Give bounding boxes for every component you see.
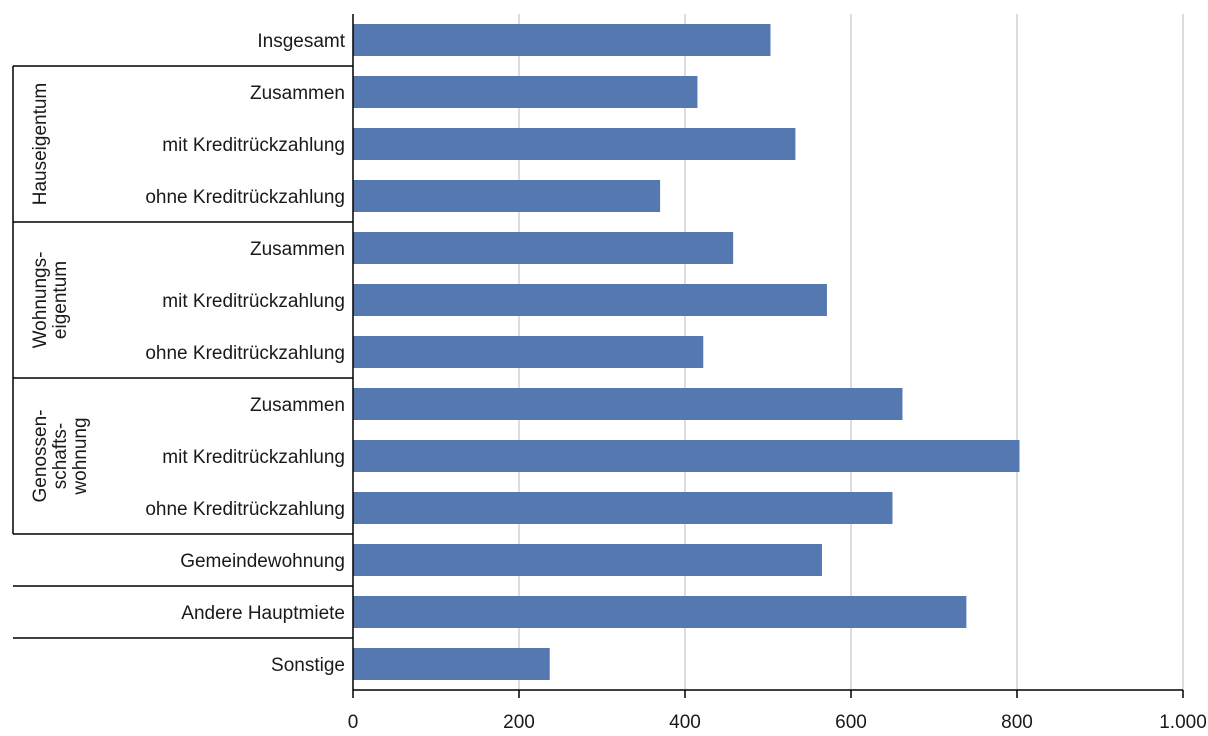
category-label: mit Kreditrückzahlung — [162, 291, 345, 312]
category-label: Andere Hauptmiete — [181, 603, 345, 624]
x-tick-label: 400 — [669, 712, 701, 733]
bar — [353, 284, 827, 316]
group-labels: Hauseigentum Wohnungs-eigentum Genossen-sc… — [12, 65, 353, 639]
category-label: mit Kreditrückzahlung — [162, 447, 345, 468]
category-label: ohne Kreditrückzahlung — [145, 499, 345, 520]
category-label: ohne Kreditrückzahlung — [145, 187, 345, 208]
x-tick-label: 0 — [348, 712, 359, 733]
axes — [352, 14, 1184, 698]
category-label: Zusammen — [250, 239, 345, 260]
group-label: schafts- — [50, 423, 71, 490]
bar — [353, 544, 822, 576]
group-label: Wohnungs- — [30, 252, 51, 349]
bar — [353, 648, 550, 680]
x-tick-label: 200 — [503, 712, 535, 733]
x-tick-labels: 0 200 400 600 800 1.000 — [348, 712, 1207, 733]
category-labels: Insgesamt Zusammen mit Kreditrückzahlung oh… — [145, 31, 345, 676]
category-label: ohne Kreditrückzahlung — [145, 343, 345, 364]
bar — [353, 336, 704, 368]
bar — [353, 492, 893, 524]
category-label: Insgesamt — [257, 31, 345, 52]
category-label: Gemeindewohnung — [180, 551, 345, 572]
group-label: Hauseigentum — [30, 83, 51, 206]
category-label: Zusammen — [250, 395, 345, 416]
group-label: Genossen- — [30, 410, 51, 503]
bar — [353, 128, 796, 160]
group-label: wohnung — [70, 417, 91, 495]
bar — [353, 24, 771, 56]
x-tick-label: 600 — [835, 712, 867, 733]
x-tick-label: 800 — [1001, 712, 1033, 733]
category-label: Zusammen — [250, 83, 345, 104]
bar — [353, 76, 698, 108]
group-label: eigentum — [50, 261, 71, 339]
bar — [353, 180, 661, 212]
bar — [353, 388, 903, 420]
bar — [353, 232, 734, 264]
bars — [353, 24, 1020, 680]
category-label: Sonstige — [271, 655, 345, 676]
bar — [353, 596, 967, 628]
x-tick-label: 1.000 — [1159, 712, 1207, 733]
category-label: mit Kreditrückzahlung — [162, 135, 345, 156]
bar — [353, 440, 1020, 472]
gridlines — [518, 14, 1184, 690]
